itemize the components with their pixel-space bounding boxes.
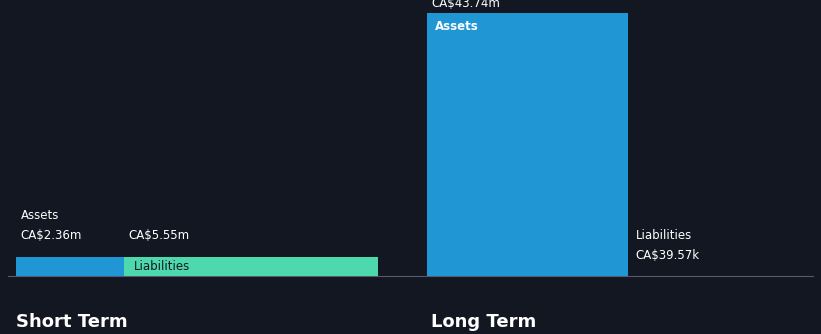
Text: Assets: Assets [435,20,479,33]
Text: Short Term: Short Term [16,313,128,331]
Text: CA$39.57k: CA$39.57k [635,249,700,262]
Text: Liabilities: Liabilities [134,260,190,273]
Text: CA$43.74m: CA$43.74m [431,0,500,10]
Bar [427,13,627,276]
Text: Liabilities: Liabilities [635,229,692,242]
Text: Assets: Assets [21,209,59,222]
Text: CA$5.55m: CA$5.55m [128,229,190,242]
Bar [16,257,124,276]
Text: CA$2.36m: CA$2.36m [21,229,82,242]
Text: Long Term: Long Term [431,313,536,331]
Bar [124,257,378,276]
